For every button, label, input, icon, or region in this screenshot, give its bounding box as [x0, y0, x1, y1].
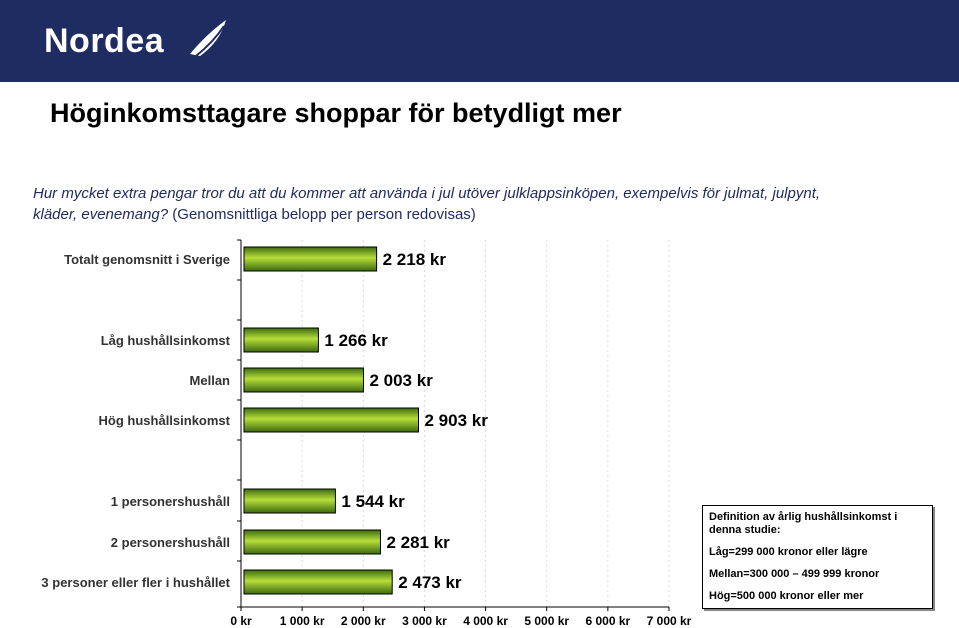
- nordea-logo: Nordea: [44, 22, 165, 60]
- x-tick-label: 0 kr: [230, 614, 252, 628]
- definition-low: Låg=299 000 kronor eller lägre: [709, 546, 868, 558]
- x-tick-label: 6 000 kr: [585, 614, 630, 628]
- value-label: 2 281 kr: [386, 533, 450, 552]
- bar: [243, 488, 336, 514]
- question-note: (Genomsnittliga belopp per person redovi…: [172, 206, 476, 223]
- definition-medium: Mellan=300 000 – 499 999 kronor: [709, 568, 880, 580]
- category-label: 2 personershushåll: [111, 535, 230, 550]
- category-label: Låg hushållsinkomst: [101, 333, 231, 348]
- x-tick-label: 3 000 kr: [402, 614, 447, 628]
- category-label: 1 personershushåll: [111, 494, 230, 509]
- question-text: Hur mycket extra pengar tror du att du k…: [33, 185, 821, 223]
- value-label: 2 003 kr: [369, 371, 433, 390]
- x-tick-label: 2 000 kr: [341, 614, 386, 628]
- page-title: Höginkomsttagare shoppar för betydligt m…: [50, 98, 622, 128]
- x-tick-label: 5 000 kr: [524, 614, 569, 628]
- category-label: Mellan: [190, 373, 231, 388]
- bar: [243, 529, 381, 555]
- x-tick-label: 7 000 kr: [647, 614, 692, 628]
- value-label: 2 473 kr: [398, 573, 462, 592]
- bar-chart: 0 kr 1 000 kr 2 000 kr 3 000 kr 4 000 kr 5 00…: [41, 239, 692, 628]
- bar: [243, 246, 378, 272]
- x-tick-label: 1 000 kr: [280, 614, 325, 628]
- survey-question: Hur mycket extra pengar tror du att du k…: [33, 183, 833, 225]
- sail-logo-icon: [190, 20, 226, 57]
- definition-box: Definition av årlig hushållsinkomst i de…: [702, 505, 933, 609]
- bar: [243, 407, 419, 433]
- bar: [243, 327, 319, 353]
- definition-title: Definition av årlig hushållsinkomst i de…: [709, 511, 898, 536]
- header-bar: Nordea: [0, 0, 959, 82]
- value-label: 2 903 kr: [424, 411, 488, 430]
- value-label: 2 218 kr: [383, 250, 447, 269]
- bar: [243, 569, 393, 595]
- category-label: 3 personer eller fler i hushållet: [41, 575, 230, 590]
- value-label: 1 266 kr: [324, 331, 388, 350]
- definition-high: Hög=500 000 kronor eller mer: [709, 590, 864, 602]
- category-label: Hög hushållsinkomst: [99, 413, 231, 428]
- value-label: 1 544 kr: [341, 492, 405, 511]
- bar: [243, 367, 364, 393]
- category-label: Totalt genomsnitt i Sverige: [64, 252, 230, 267]
- x-tick-label: 4 000 kr: [463, 614, 508, 628]
